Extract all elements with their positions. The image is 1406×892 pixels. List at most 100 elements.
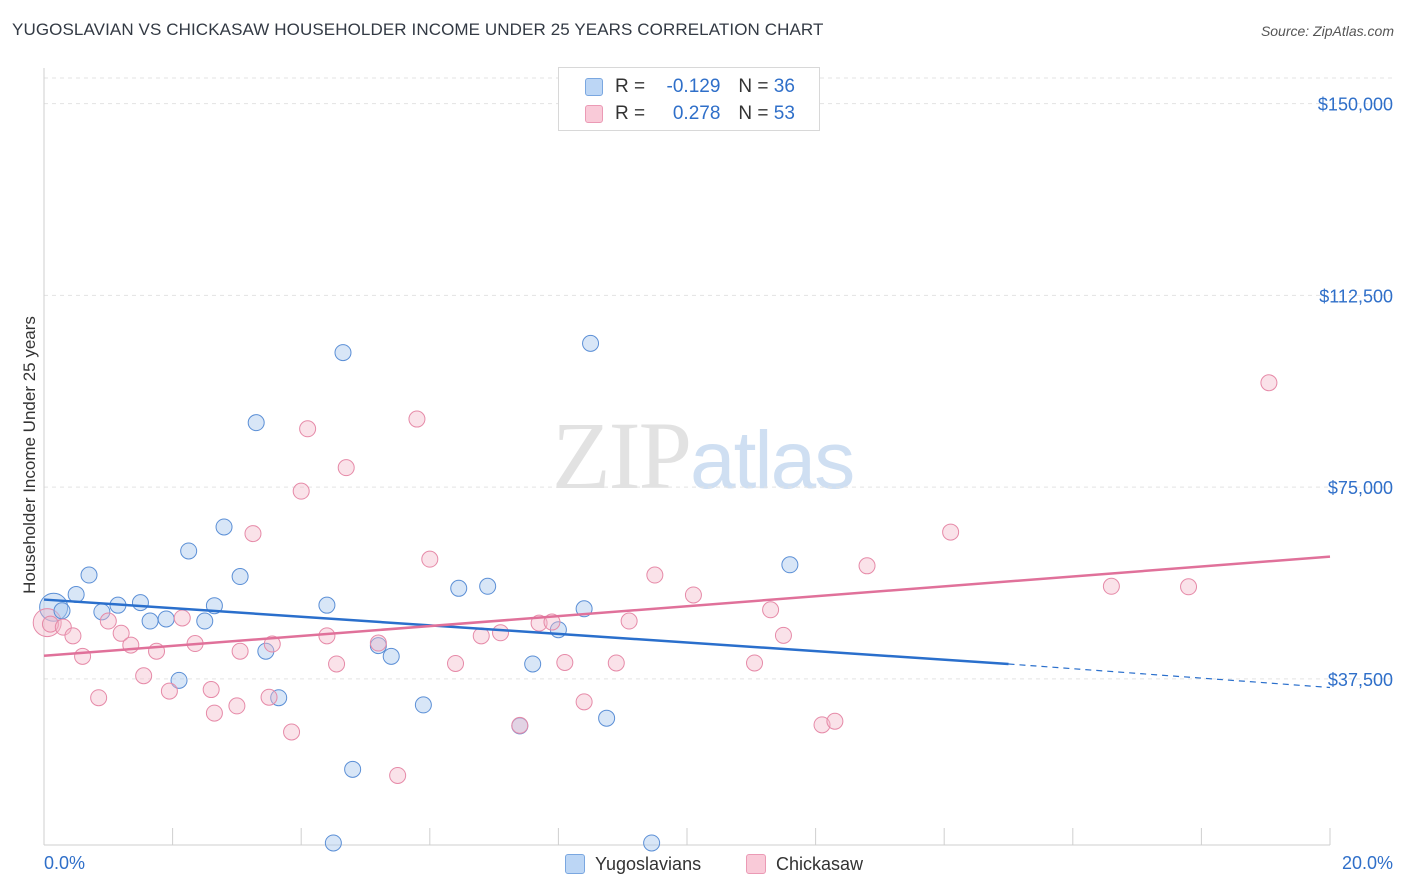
yugoslavian-point [382, 647, 400, 665]
chickasaw-point [421, 550, 439, 568]
chickasaw-point [408, 410, 426, 428]
y-axis-label: Householder Income Under 25 years [20, 316, 39, 594]
chickasaw-point-large [32, 608, 62, 638]
y-tick-label: $150,000 [1318, 95, 1393, 115]
chickasaw-point [41, 615, 59, 633]
chickasaw-point [826, 712, 844, 730]
chickasaw-point [90, 689, 108, 707]
watermark-zip: ZIP [552, 402, 692, 509]
yugoslavian-point [781, 556, 799, 574]
yugoslavian-point [643, 834, 661, 852]
chickasaw-point [762, 601, 780, 619]
chickasaw-point [1180, 578, 1198, 596]
chickasaw-point [112, 624, 130, 642]
chickasaw-point [813, 716, 831, 734]
chickasaw-point [292, 482, 310, 500]
chart-title: YUGOSLAVIAN VS CHICKASAW HOUSEHOLDER INC… [12, 20, 824, 39]
yugoslavian-trend-line [43, 598, 1009, 666]
chickasaw-point [684, 586, 702, 604]
chickasaw-point [299, 420, 317, 438]
yugoslavian-point [131, 594, 149, 612]
chickasaw-point [1260, 374, 1278, 392]
chickasaw-trend-line [43, 555, 1331, 658]
yugoslavian-point [344, 760, 362, 778]
yugoslavian-point [247, 414, 265, 432]
yugoslavian-trend-extension [1008, 663, 1331, 689]
yugoslavian-point [53, 602, 71, 620]
chickasaw-point [858, 557, 876, 575]
chickasaw-point [607, 654, 625, 672]
yugoslavian-point [141, 612, 159, 630]
x-tick-label: 20.0% [1342, 853, 1393, 873]
yugoslavian-point [196, 612, 214, 630]
legend-r-label: R = [615, 103, 646, 124]
yugoslavian-point [324, 834, 342, 852]
watermark: ZIPatlas [552, 400, 855, 511]
yugoslavian-point [450, 579, 468, 597]
legend-n-value: 53 [773, 103, 795, 124]
chickasaw-point [337, 459, 355, 477]
stats-legend: R = -0.129 N = 36 R = 0.278 N = 53 [558, 67, 820, 131]
chickasaw-point [283, 723, 301, 741]
legend-n-value: 36 [773, 76, 795, 97]
chickasaw-point [260, 688, 278, 706]
bottom-legend-chickasaw: Chickasaw [746, 852, 863, 876]
chickasaw-point [231, 642, 249, 660]
bottom-legend-label: Chickasaw [776, 853, 864, 874]
watermark-atlas: atlas [690, 415, 855, 506]
chickasaw-point [774, 626, 792, 644]
yugoslavian-point [479, 577, 497, 595]
y-tick-label: $112,500 [1319, 286, 1393, 306]
yugoslavian-point [524, 655, 542, 673]
chickasaw-point [746, 654, 764, 672]
chickasaw-point [74, 647, 92, 665]
yugoslavian-point [231, 568, 249, 586]
yugoslavian-point [334, 344, 352, 362]
chickasaw-point [575, 693, 593, 711]
legend-row-yugoslavians: R = -0.129 N = 36 [585, 75, 795, 99]
source-label: Source: ZipAtlas.com [1260, 23, 1394, 39]
bottom-legend-label: Yugoslavians [595, 853, 702, 874]
legend-r-label: R = [615, 76, 646, 97]
chickasaw-point [99, 612, 117, 630]
yugoslavian-point [598, 709, 616, 727]
legend-row-chickasaw: R = 0.278 N = 53 [585, 102, 795, 126]
yugoslavian-point [180, 542, 198, 560]
yugoslavian-point [80, 566, 98, 584]
chickasaw-point [620, 612, 638, 630]
chickasaw-point [492, 624, 510, 642]
chickasaw-point [447, 654, 465, 672]
legend-r-value: -0.129 [666, 76, 721, 97]
chickasaw-point [228, 697, 246, 715]
chickasaw-point [556, 653, 574, 671]
chickasaw-point [511, 716, 529, 734]
chickasaw-point [318, 627, 336, 645]
chickasaw-point [160, 682, 178, 700]
legend-n-label: N = [738, 76, 769, 97]
x-tick-label: 0.0% [44, 853, 85, 873]
chickasaw-point [64, 627, 82, 645]
chickasaw-point [263, 635, 281, 653]
yugoslavian-point [257, 642, 275, 660]
chickasaw-point [205, 704, 223, 722]
legend-swatch-yugoslavians [585, 78, 603, 96]
yugoslavian-point [157, 610, 175, 628]
chickasaw-point [244, 525, 262, 543]
chickasaw-point [389, 766, 407, 784]
chickasaw-point [54, 618, 72, 636]
chickasaw-point [1102, 577, 1120, 595]
bottom-legend-yugoslavians: Yugoslavians [565, 852, 701, 876]
chickasaw-point [328, 655, 346, 673]
y-tick-label: $37,500 [1328, 670, 1393, 690]
bottom-swatch-yugoslavians [565, 854, 585, 874]
chickasaw-point [135, 667, 153, 685]
legend-n-label: N = [738, 103, 769, 124]
bottom-swatch-chickasaw [746, 854, 766, 874]
y-tick-label: $75,000 [1328, 478, 1393, 498]
legend-r-value: 0.278 [672, 103, 721, 124]
chickasaw-point [369, 634, 387, 652]
yugoslavian-point [414, 696, 432, 714]
yugoslavian-point [67, 585, 85, 603]
yugoslavian-point [170, 671, 188, 689]
